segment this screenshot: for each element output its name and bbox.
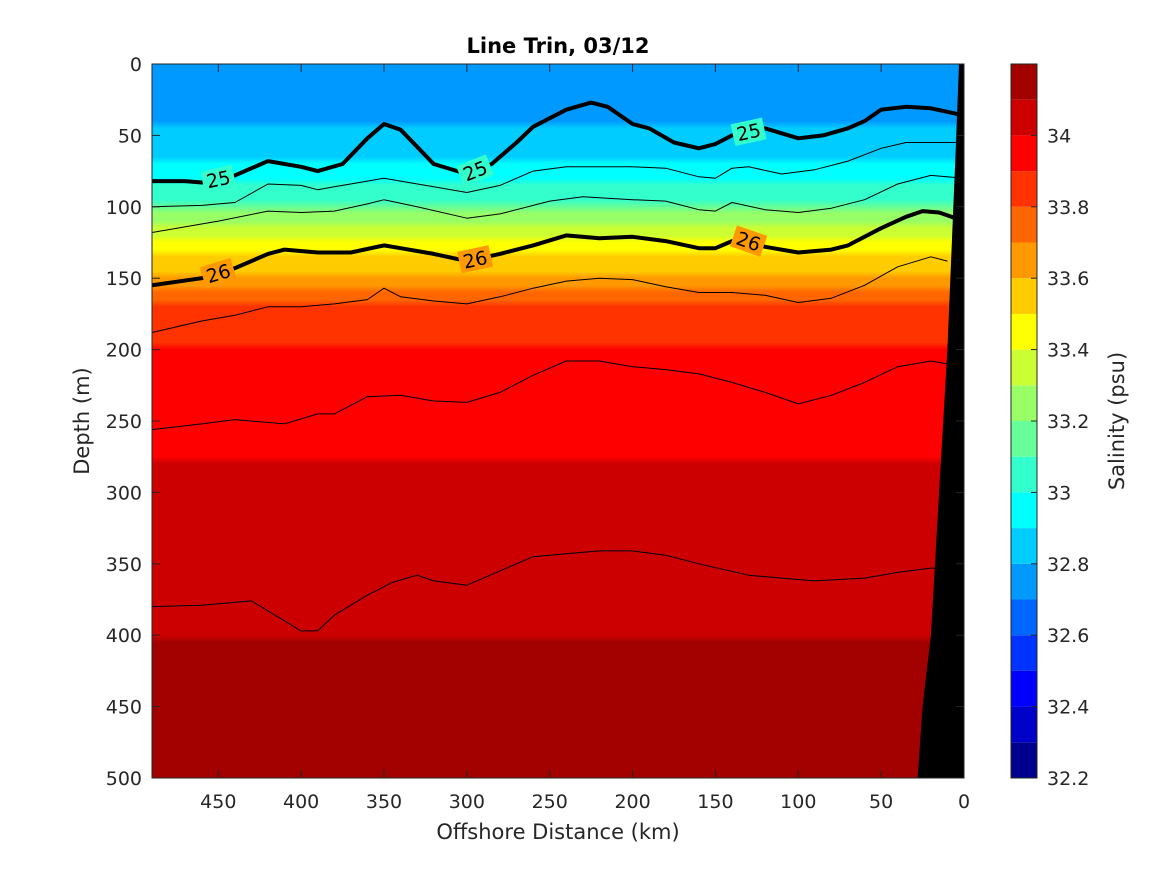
x-axis-title: Offshore Distance (km) [436, 820, 679, 844]
colorbar-band [1011, 706, 1037, 743]
colorbar-tick-label: 33.4 [1047, 340, 1089, 362]
colorbar-band [1011, 64, 1037, 100]
y-tick-label: 300 [106, 482, 142, 504]
contour-label: 25 [204, 167, 232, 194]
y-tick-label: 50 [118, 125, 142, 147]
bathymetry-mask [911, 64, 964, 778]
colorbar-band [1011, 385, 1037, 421]
colorbar-band [1011, 349, 1037, 386]
colorbar-band [1011, 135, 1037, 172]
salinity-fill [152, 64, 964, 778]
x-tick-label: 150 [697, 791, 733, 813]
colorbar-band [1011, 563, 1037, 600]
colorbar-band [1011, 528, 1037, 564]
density-contours [152, 100, 964, 632]
colorbar-tick-label: 33.6 [1047, 268, 1089, 290]
y-tick-label: 150 [106, 268, 142, 290]
colorbar-band [1011, 242, 1037, 279]
contour-25-8 [152, 174, 964, 233]
plot-area: 450 400 350 300 250 200 150 100 50 0 050100150200… [106, 54, 970, 813]
colorbar-band [1011, 456, 1037, 493]
contour-25 [152, 100, 964, 185]
x-tick-label: 350 [366, 791, 402, 813]
y-tick-label: 350 [106, 554, 142, 576]
contour-label-group: 25 [730, 117, 767, 146]
chart-title: Line Trin, 03/12 [466, 34, 649, 58]
colorbar-tick-label: 32.2 [1047, 768, 1089, 790]
x-tick-label: 250 [532, 791, 568, 813]
colorbar-bands [1011, 64, 1037, 778]
y-axis-title: Depth (m) [70, 367, 94, 474]
colorbar-band [1011, 171, 1037, 207]
y-tick-label: 200 [106, 340, 142, 362]
colorbar-title: Salinity (psu) [1105, 352, 1129, 490]
colorbar-tick-label: 32.4 [1047, 697, 1089, 719]
colorbar-band [1011, 313, 1037, 350]
colorbar-tick-label: 33 [1047, 482, 1071, 504]
x-tick-label: 100 [780, 791, 816, 813]
contour-label: 25 [735, 119, 763, 146]
colorbar-band [1011, 670, 1037, 707]
colorbar-band [1011, 635, 1037, 671]
colorbar-band [1011, 99, 1037, 136]
contour-25-5 [152, 142, 964, 208]
contour-label-group: 26 [457, 245, 494, 274]
colorbar-band [1011, 206, 1037, 243]
contour-26 [152, 209, 964, 288]
x-tick-label: 450 [200, 791, 236, 813]
contour-label-bg [199, 258, 237, 289]
colorbar-band [1011, 599, 1037, 636]
y-tick-label: 450 [106, 697, 142, 719]
colorbar-band [1011, 742, 1037, 778]
colorbar: 32.2 32.4 32.6 32.8 33 33.2 33.4 33.6 33.8 34 Sal… [1010, 63, 1129, 790]
contour-label-bg [200, 164, 237, 194]
contour-label-group: 25 [200, 164, 237, 194]
colorbar-tick-label: 34 [1047, 125, 1071, 147]
colorbar-band [1011, 492, 1037, 529]
colorbar-tick-label: 32.6 [1047, 625, 1089, 647]
contour-label-bg [729, 225, 768, 257]
y-tick-label: 400 [106, 625, 142, 647]
colorbar-band [1011, 278, 1037, 314]
y-axis: 0 50 100 150 200 250 300 350 400 450 500 [106, 54, 964, 790]
colorbar-tick-label: 33.2 [1047, 411, 1089, 433]
contour-label: 26 [461, 247, 489, 274]
colorbar-band [1011, 421, 1037, 457]
contour-26-7 [152, 550, 948, 632]
y-tick-label: 500 [106, 768, 142, 790]
contour-26-5 [152, 360, 948, 431]
contour-field [152, 64, 964, 778]
contour-label-bg [457, 245, 494, 274]
y-tick-label: 0 [130, 54, 142, 76]
colorbar-ticks: 32.2 32.4 32.6 32.8 33 33.2 33.4 33.6 33.8 34 [1031, 125, 1089, 790]
colorbar-tick-label: 32.8 [1047, 554, 1089, 576]
contour-label-bg [730, 117, 767, 146]
x-tick-label: 400 [283, 791, 319, 813]
y-tick-label: 250 [106, 411, 142, 433]
y-tick-label: 100 [106, 197, 142, 219]
contour-label-bg [456, 154, 495, 187]
x-tick-label: 50 [869, 791, 893, 813]
contour-26-3 [152, 256, 948, 333]
x-tick-label: 200 [614, 791, 650, 813]
x-axis: 450 400 350 300 250 200 150 100 50 0 [200, 64, 970, 813]
colorbar-tick-label: 33.8 [1047, 197, 1089, 219]
x-tick-label: 300 [449, 791, 485, 813]
x-tick-label: 0 [958, 791, 970, 813]
